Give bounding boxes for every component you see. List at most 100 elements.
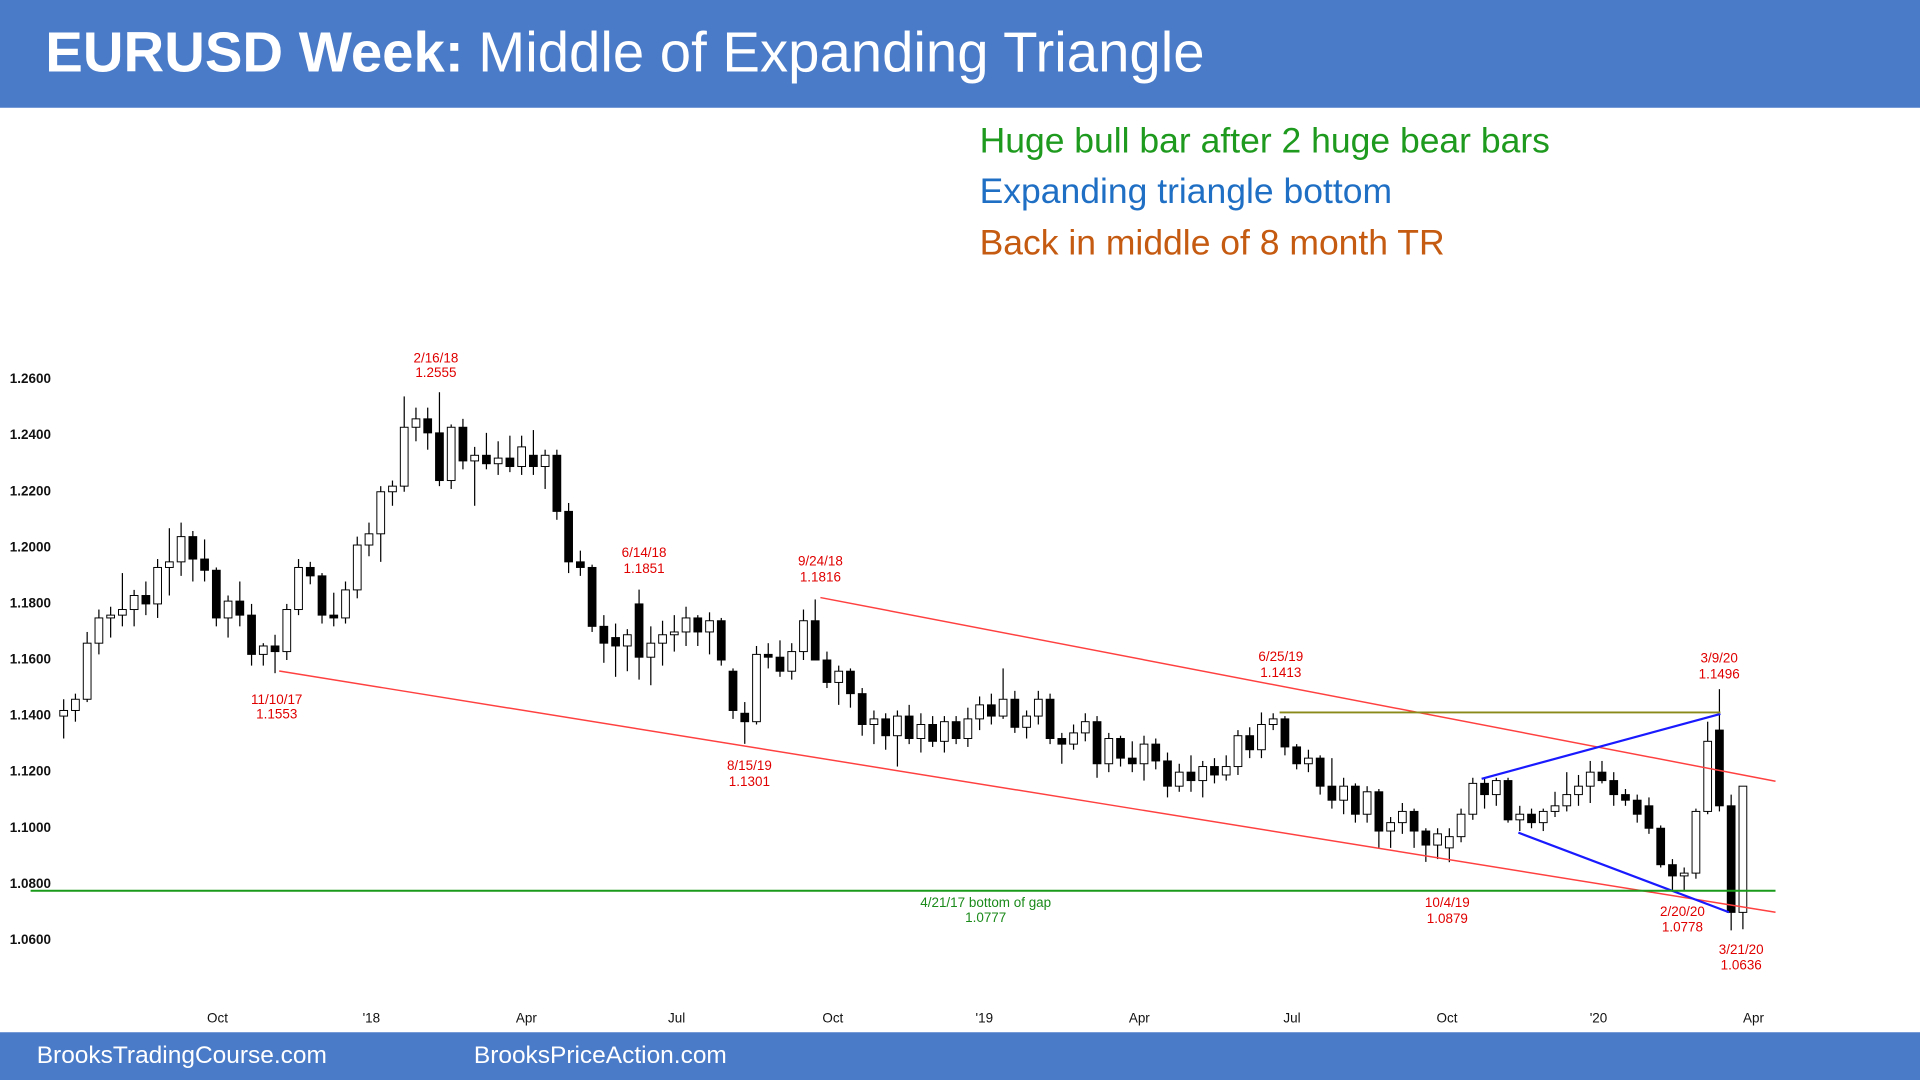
candle-body bbox=[235, 600, 245, 616]
candle-body bbox=[1538, 810, 1548, 824]
candle-body bbox=[1362, 791, 1372, 815]
candle-body bbox=[763, 653, 773, 658]
candle-body bbox=[270, 645, 280, 653]
candle-body bbox=[810, 620, 820, 661]
candle-body bbox=[94, 617, 104, 644]
annotation-date: 2/16/18 bbox=[413, 350, 458, 365]
candle-body bbox=[376, 491, 386, 535]
candle-body bbox=[341, 589, 350, 619]
candle-body bbox=[634, 603, 644, 658]
candle-body bbox=[59, 709, 69, 717]
candle-body bbox=[153, 566, 162, 605]
candle-body bbox=[411, 418, 421, 428]
candle-body bbox=[329, 614, 339, 619]
candle-body bbox=[1315, 757, 1325, 787]
candle-body bbox=[681, 617, 691, 633]
candle-body bbox=[1691, 810, 1701, 874]
x-tick-label: Apr bbox=[1743, 1010, 1764, 1025]
y-tick-label: 1.1800 bbox=[10, 595, 51, 610]
candle-body bbox=[986, 704, 996, 717]
annotation-date: 6/14/18 bbox=[622, 545, 667, 560]
candle-body bbox=[822, 659, 832, 683]
candle-body bbox=[1574, 785, 1583, 796]
x-tick-label: Oct bbox=[1437, 1010, 1458, 1025]
candle-body bbox=[1668, 864, 1677, 877]
annotation-date: 3/9/20 bbox=[1700, 650, 1737, 665]
candle-body bbox=[646, 642, 656, 658]
candle-body bbox=[552, 454, 562, 512]
candle-body bbox=[211, 569, 221, 619]
candle-body bbox=[282, 609, 292, 653]
candle-body bbox=[857, 693, 867, 725]
candle-body bbox=[305, 566, 315, 577]
annotation-price: 1.0636 bbox=[1721, 958, 1762, 973]
candle-body bbox=[1127, 757, 1137, 765]
candle-body bbox=[1174, 771, 1184, 787]
candle-body bbox=[951, 721, 961, 740]
annotation-price: 1.1851 bbox=[624, 561, 665, 576]
candle-body bbox=[1374, 791, 1384, 832]
upper-channel-line bbox=[820, 596, 1776, 782]
candle-body bbox=[1116, 738, 1125, 759]
candle-body bbox=[82, 642, 92, 700]
candle-body bbox=[482, 454, 491, 465]
candle-body bbox=[1444, 836, 1454, 849]
candle-body bbox=[693, 617, 703, 633]
candle-body bbox=[529, 454, 538, 468]
candle-body bbox=[364, 533, 374, 546]
candle-body bbox=[975, 704, 984, 720]
candle-body bbox=[904, 715, 914, 740]
annotation-date: 4/21/17 bottom of gap bbox=[920, 895, 1051, 910]
title-bold: EURUSD Week: bbox=[45, 20, 463, 83]
slide-title: EURUSD Week: Middle of Expanding Triangle bbox=[45, 20, 1204, 83]
candle-body bbox=[1738, 785, 1748, 913]
note: Back in middle of 8 month TR bbox=[980, 222, 1445, 262]
candle-body bbox=[129, 595, 139, 611]
y-tick-label: 1.1600 bbox=[10, 652, 51, 667]
candle-body bbox=[1233, 735, 1243, 768]
candle-body bbox=[658, 634, 667, 644]
candle-body bbox=[1715, 729, 1724, 807]
candle-body bbox=[752, 653, 761, 723]
candle-body bbox=[575, 561, 585, 568]
candle-body bbox=[1351, 785, 1360, 815]
annotation-date: 6/25/19 bbox=[1258, 649, 1303, 664]
candle-body bbox=[1550, 805, 1560, 812]
candle-body bbox=[846, 670, 855, 695]
candle-body bbox=[963, 718, 973, 740]
candle-body bbox=[1621, 794, 1630, 801]
candle-body bbox=[916, 724, 926, 740]
x-tick-label: Apr bbox=[1129, 1010, 1150, 1025]
header-bar bbox=[0, 0, 1920, 108]
candle-body bbox=[622, 634, 632, 647]
x-tick-label: Jul bbox=[668, 1010, 685, 1025]
candle-body bbox=[200, 558, 209, 571]
candle-body bbox=[1280, 718, 1290, 748]
candle-body bbox=[458, 426, 468, 462]
x-tick-label: '18 bbox=[363, 1010, 381, 1025]
triangle-lower-line bbox=[1517, 831, 1730, 914]
candle-body bbox=[446, 426, 456, 482]
candle-body bbox=[388, 485, 397, 493]
y-tick-label: 1.2000 bbox=[10, 539, 51, 554]
annotation-price: 1.0778 bbox=[1662, 920, 1703, 935]
x-tick-label: Jul bbox=[1283, 1010, 1300, 1025]
candle-body bbox=[587, 566, 597, 627]
candle-body bbox=[1221, 766, 1231, 776]
candle-body bbox=[1163, 760, 1172, 787]
candle-body bbox=[1092, 721, 1102, 765]
candle-body bbox=[728, 670, 738, 711]
candle-body bbox=[1151, 743, 1161, 762]
annotation-date: 11/10/17 bbox=[251, 692, 302, 707]
candle-body bbox=[1480, 782, 1489, 796]
x-tick-label: Oct bbox=[822, 1010, 843, 1025]
candle-body bbox=[1386, 822, 1395, 832]
candle-body bbox=[517, 446, 527, 468]
candle-body bbox=[834, 670, 844, 683]
candle-body bbox=[1585, 771, 1595, 787]
candle-body bbox=[1468, 782, 1478, 815]
annotation-price: 1.2555 bbox=[415, 365, 456, 380]
annotation-price: 1.1553 bbox=[256, 707, 297, 722]
candle-body bbox=[1409, 810, 1419, 832]
